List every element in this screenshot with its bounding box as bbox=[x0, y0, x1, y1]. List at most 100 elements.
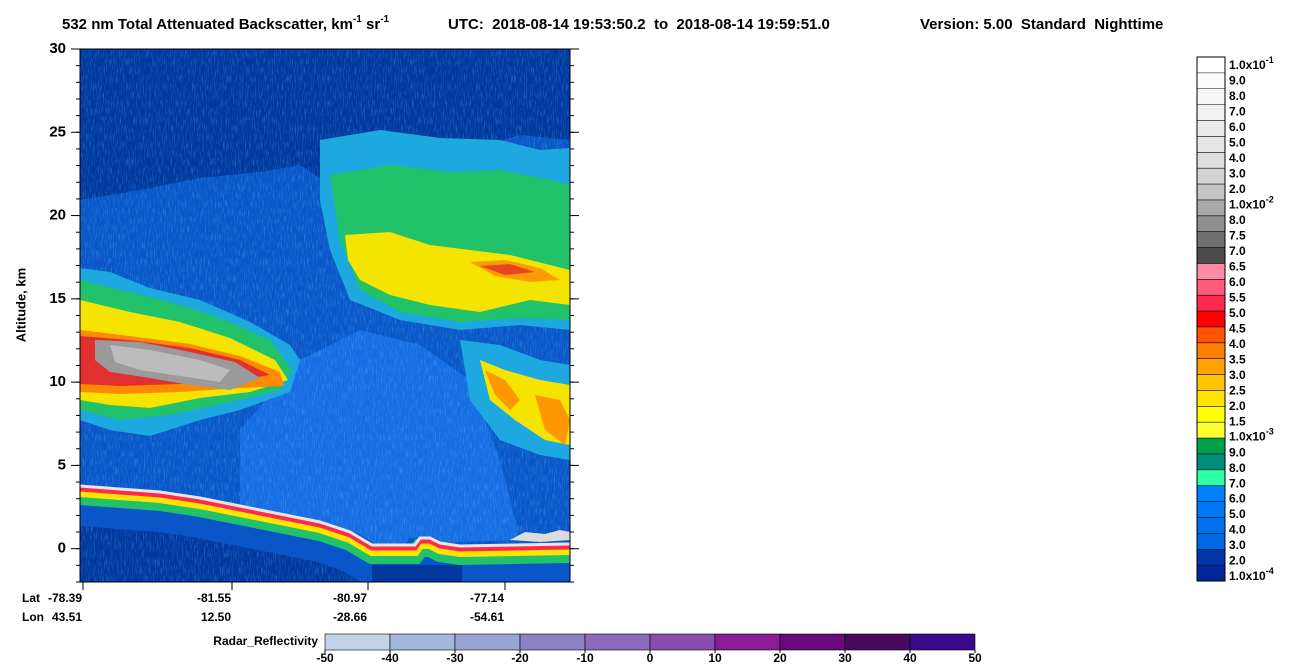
colorbar-label-base: 1.0x10 bbox=[1229, 198, 1266, 212]
colorbar-segment bbox=[1197, 168, 1225, 185]
radar-tick-label: 20 bbox=[773, 651, 787, 665]
colorbar-label: 8.0 bbox=[1229, 461, 1246, 475]
colorbar-segment bbox=[1197, 342, 1225, 359]
y-tick-label: 15 bbox=[49, 290, 66, 307]
colorbar-label: 1.0x10-3 bbox=[1229, 427, 1274, 444]
radar-tick-label: -50 bbox=[316, 651, 334, 665]
y-tick-label: 25 bbox=[49, 123, 66, 140]
colorbar-segment bbox=[1197, 279, 1225, 296]
radar-colorbar-segment bbox=[584, 633, 651, 651]
y-tick-label: 5 bbox=[58, 456, 66, 473]
radar-colorbar-segment bbox=[649, 633, 716, 651]
y-tick-label: 10 bbox=[49, 373, 66, 390]
colorbar-label-exponent: -1 bbox=[1266, 55, 1274, 65]
colorbar-segment bbox=[1197, 184, 1225, 201]
colorbar-label: 8.0 bbox=[1229, 89, 1246, 103]
colorbar-label: 3.0 bbox=[1229, 538, 1246, 552]
colorbar-segment bbox=[1197, 358, 1225, 375]
colorbar-label: 5.5 bbox=[1229, 290, 1246, 304]
colorbar-label: 4.5 bbox=[1229, 321, 1246, 335]
y-axis-label: Altitude, km bbox=[13, 268, 28, 342]
radar-tick-label: -20 bbox=[511, 651, 529, 665]
colorbar-label: 7.0 bbox=[1229, 244, 1246, 258]
radar-colorbar: -50 -40 -30 -20 -10 0 10 20 30 40 50 bbox=[316, 633, 982, 665]
colorbar-label: 5.0 bbox=[1229, 507, 1246, 521]
colorbar-label: 4.0 bbox=[1229, 151, 1246, 165]
colorbar-segment bbox=[1197, 104, 1225, 121]
colorbar-segment bbox=[1197, 501, 1225, 518]
y-tick-label: 20 bbox=[49, 207, 66, 224]
lon-label: -28.66 bbox=[333, 610, 367, 624]
colorbar-label-base: 1.0x10 bbox=[1229, 569, 1266, 583]
colorbar-label: 6.0 bbox=[1229, 492, 1246, 506]
colorbar-segment bbox=[1197, 247, 1225, 264]
radar-tick-label: 30 bbox=[838, 651, 852, 665]
colorbar-label-exponent: -3 bbox=[1266, 427, 1274, 437]
radar-colorbar-segment bbox=[389, 633, 456, 651]
radar-colorbar-label: Radar_Reflectivity bbox=[213, 634, 318, 648]
radar-tick-label: 50 bbox=[968, 651, 982, 665]
colorbar-label: 6.0 bbox=[1229, 275, 1246, 289]
radar-colorbar-segment bbox=[519, 633, 586, 651]
colorbar-segment bbox=[1197, 72, 1225, 90]
colorbar-segment bbox=[1197, 453, 1225, 471]
chart-title: 532 nm Total Attenuated Backscatter, km-… bbox=[62, 14, 390, 33]
colorbar-label: 6.5 bbox=[1229, 259, 1246, 273]
axes: 0 5 10 15 20 25 30 -78.39 43.51 -81.55 12.50 -80.97… bbox=[48, 40, 579, 624]
colorbar-label: 4.0 bbox=[1229, 523, 1246, 537]
colorbar-segment bbox=[1197, 263, 1225, 280]
lat-label: -80.97 bbox=[333, 591, 367, 605]
colorbar-segment bbox=[1197, 136, 1225, 153]
colorbar-label: 1.0x10-4 bbox=[1229, 566, 1274, 583]
colorbar-label: 7.5 bbox=[1229, 229, 1246, 243]
colorbar-label: 2.0 bbox=[1229, 554, 1246, 568]
radar-tick-label: -40 bbox=[381, 651, 399, 665]
colorbar: 1.0x10-19.08.07.06.05.04.03.02.01.0x10-2… bbox=[1196, 55, 1274, 583]
colorbar-label-base: 1.0x10 bbox=[1229, 430, 1266, 444]
colorbar-label-exponent: -2 bbox=[1266, 195, 1274, 205]
lon-label: 43.51 bbox=[52, 610, 82, 624]
colorbar-label: 8.0 bbox=[1229, 213, 1246, 227]
backscatter-field bbox=[80, 49, 570, 582]
colorbar-segment bbox=[1197, 517, 1225, 534]
y-tick-label: 30 bbox=[49, 40, 66, 57]
colorbar-label: 1.5 bbox=[1229, 414, 1246, 428]
colorbar-segment bbox=[1197, 422, 1225, 439]
colorbar-label: 7.0 bbox=[1229, 476, 1246, 490]
lon-label: -54.61 bbox=[470, 610, 504, 624]
colorbar-segment bbox=[1197, 438, 1225, 455]
lat-label: -77.14 bbox=[470, 591, 504, 605]
row-label: Lat bbox=[22, 591, 40, 605]
radar-tick-label: -30 bbox=[446, 651, 464, 665]
radar-colorbar-segment bbox=[324, 633, 391, 651]
colorbar-label-exponent: -4 bbox=[1266, 566, 1274, 576]
y-tick-label: 0 bbox=[58, 540, 66, 557]
radar-colorbar-segment bbox=[454, 633, 521, 651]
colorbar-segment bbox=[1197, 88, 1225, 105]
colorbar-segment bbox=[1197, 295, 1225, 312]
colorbar-segment bbox=[1197, 152, 1225, 169]
colorbar-label: 1.0x10-1 bbox=[1229, 55, 1274, 72]
colorbar-label: 9.0 bbox=[1229, 445, 1246, 459]
colorbar-segment bbox=[1197, 469, 1225, 487]
colorbar-segment bbox=[1197, 485, 1225, 502]
colorbar-segment bbox=[1197, 390, 1225, 407]
radar-colorbar-segment bbox=[779, 633, 846, 651]
radar-tick-label: 40 bbox=[903, 651, 917, 665]
colorbar-label: 9.0 bbox=[1229, 74, 1246, 88]
radar-colorbar-segment bbox=[909, 633, 976, 651]
colorbar-segment bbox=[1197, 374, 1225, 391]
colorbar-segment bbox=[1197, 406, 1225, 423]
row-label: Lon bbox=[22, 610, 44, 624]
colorbar-label: 2.0 bbox=[1229, 399, 1246, 413]
colorbar-segment bbox=[1197, 326, 1225, 344]
radar-tick-label: -10 bbox=[576, 651, 594, 665]
colorbar-label: 5.0 bbox=[1229, 136, 1246, 150]
lon-label: 12.50 bbox=[201, 610, 231, 624]
colorbar-segment bbox=[1197, 533, 1225, 550]
colorbar-label-base: 1.0x10 bbox=[1229, 58, 1266, 72]
colorbar-label: 3.0 bbox=[1229, 368, 1246, 382]
colorbar-label: 2.0 bbox=[1229, 182, 1246, 196]
colorbar-label: 7.0 bbox=[1229, 105, 1246, 119]
